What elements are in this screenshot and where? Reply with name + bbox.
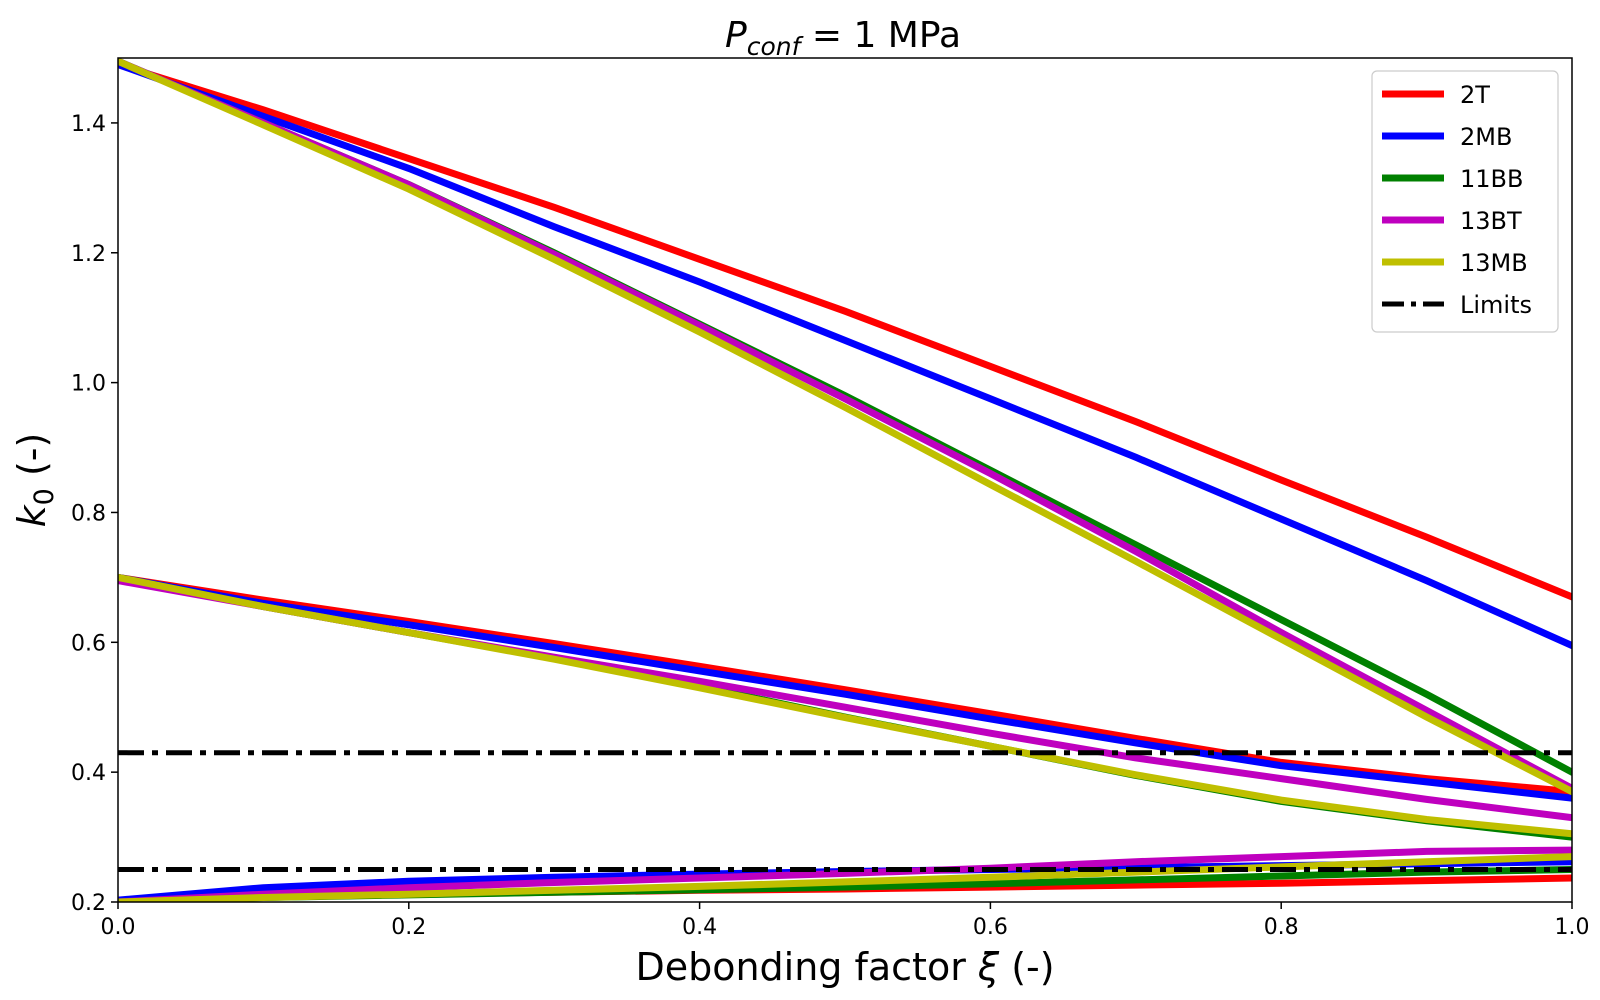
series-13mb-line-2	[118, 573, 1572, 838]
series-2mb-line-2	[118, 573, 1572, 802]
x-axis-ticks: 0.0 0.2 0.4 0.6 0.8 1.0	[101, 902, 1590, 940]
series-2t-line-2	[118, 573, 1572, 796]
x-tick-label: 1.0	[1555, 915, 1590, 940]
series-2mb-line-1	[118, 61, 1572, 650]
x-label-unit: (-)	[999, 945, 1054, 989]
y-tick-label: 1.0	[71, 372, 106, 397]
title-rest: = 1 MPa	[800, 15, 961, 56]
y-axis-label: k0 (-)	[10, 433, 60, 528]
legend-label-11bb: 11BB	[1460, 165, 1523, 193]
x-tick-label: 0.0	[101, 915, 136, 940]
series-13mb-line-3	[118, 853, 1572, 902]
legend-label-13mb: 13MB	[1460, 249, 1528, 277]
legend-label-13bt: 13BT	[1460, 207, 1522, 235]
x-tick-label: 0.2	[391, 915, 426, 940]
legend-entries: 2T 2MB 11BB 13BT 13MB Limits	[1382, 81, 1532, 319]
series-13mb-line-1	[118, 58, 1572, 796]
legend: 2T 2MB 11BB 13BT 13MB Limits	[1371, 70, 1559, 333]
series-13bt-line-3	[118, 846, 1572, 902]
y-label-symbol: k	[10, 503, 54, 527]
chart-title: Pconf = 1 MPa	[725, 15, 961, 61]
title-symbol: P	[725, 15, 747, 56]
y-label-subscript: 0	[29, 488, 60, 505]
y-tick-label: 0.4	[71, 761, 106, 786]
y-tick-label: 1.2	[71, 242, 106, 267]
legend-label-2mb: 2MB	[1460, 123, 1512, 151]
title-subscript: conf	[747, 32, 804, 61]
plot-frame	[117, 57, 1573, 903]
x-label-text: Debonding factor	[635, 945, 977, 989]
x-tick-label: 0.8	[1264, 915, 1299, 940]
y-tick-label: 0.2	[71, 891, 106, 916]
plot-lines	[118, 58, 1572, 902]
y-axis-ticks: 0.2 0.4 0.6 0.8 1.0 1.2 1.4	[71, 112, 118, 916]
y-tick-label: 0.6	[71, 631, 106, 656]
series-2t-line-1	[118, 61, 1572, 601]
y-tick-label: 0.8	[71, 501, 106, 526]
y-tick-label: 1.4	[71, 112, 106, 137]
series-11bb-line-1	[118, 58, 1572, 776]
x-tick-label: 0.6	[973, 915, 1008, 940]
legend-label-2t: 2T	[1460, 81, 1490, 109]
x-label-symbol: ξ	[977, 945, 1000, 989]
y-label-unit: (-)	[10, 433, 54, 488]
legend-label-limits: Limits	[1460, 291, 1532, 319]
x-axis-label: Debonding factor ξ (-)	[635, 945, 1054, 989]
x-tick-label: 0.4	[682, 915, 717, 940]
